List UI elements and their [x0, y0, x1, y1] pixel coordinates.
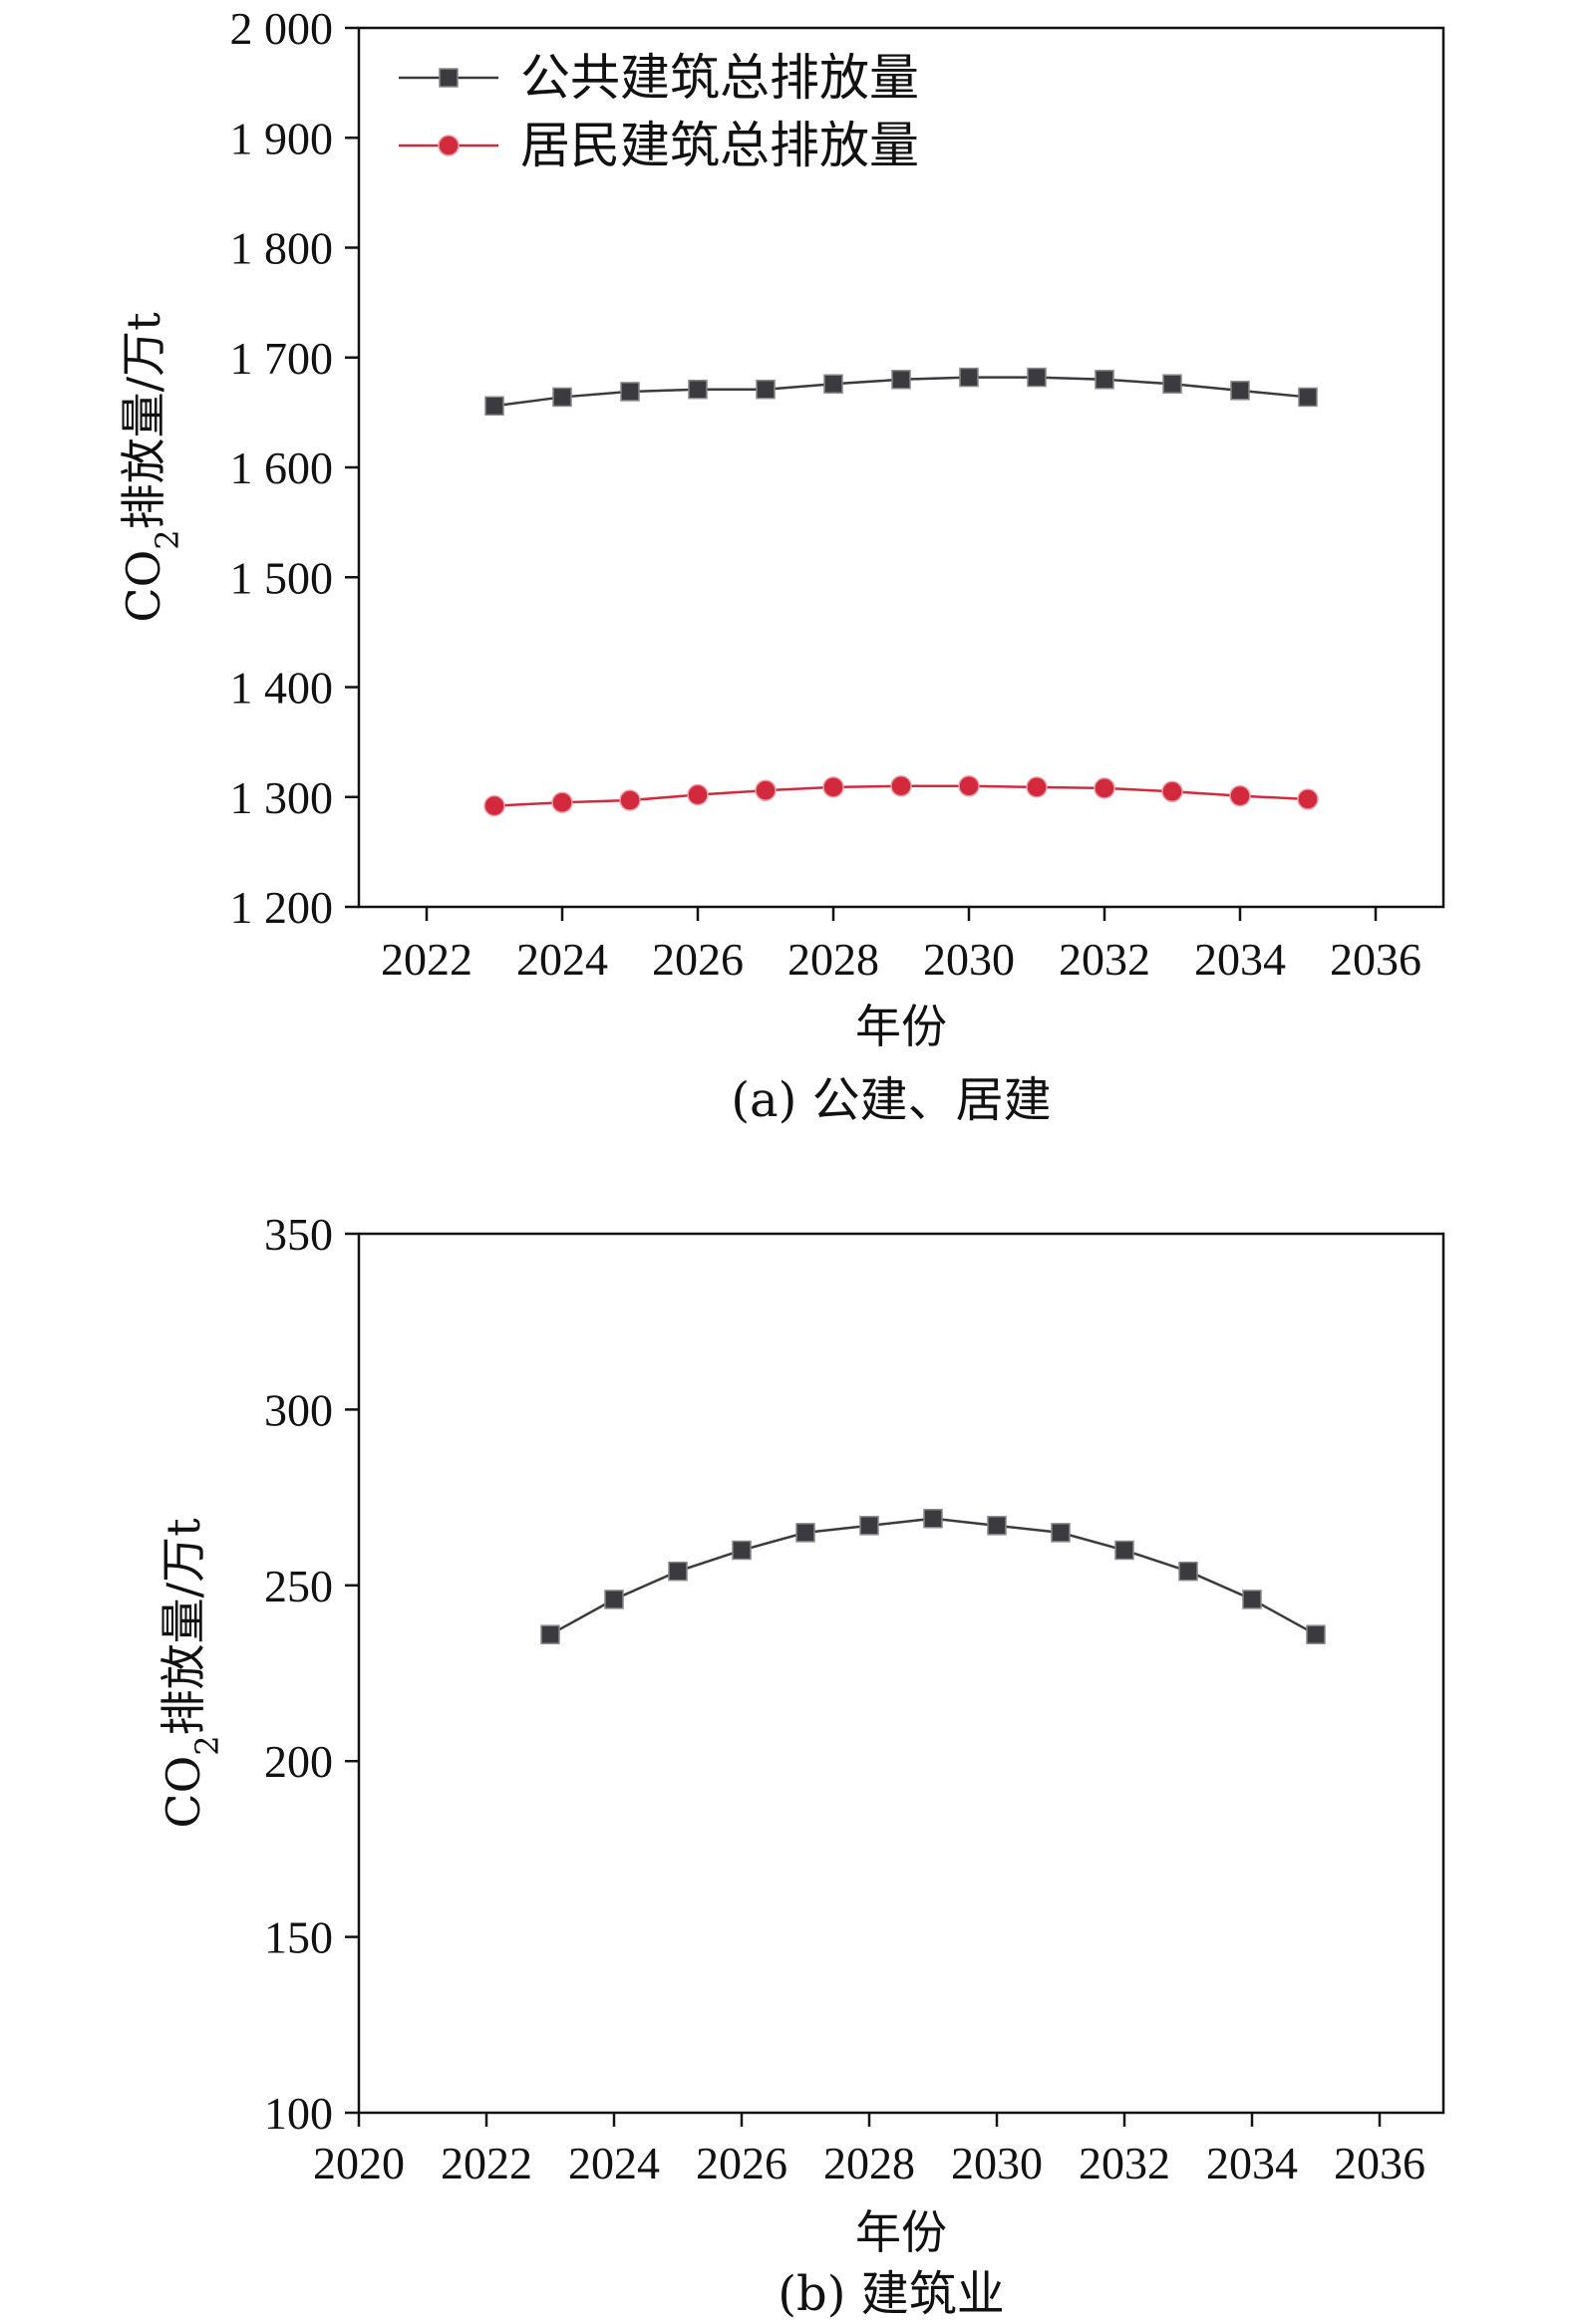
data-point	[1242, 1590, 1262, 1609]
data-point	[687, 783, 709, 806]
data-point	[756, 379, 776, 400]
data-point	[1161, 780, 1183, 802]
data-point	[823, 374, 843, 394]
data-point	[795, 1523, 815, 1543]
chart-b: 100 150 200 250 300 350 2020 2022 2024 2026 2028 20…	[157, 1209, 1445, 2322]
data-point	[484, 396, 504, 417]
legend-marker	[438, 135, 460, 156]
x-tick-label: 2034	[1194, 934, 1286, 985]
x-tick-label: 2024	[568, 2138, 660, 2188]
series-1	[540, 1509, 1326, 1644]
x-tick-label: 2022	[441, 2138, 532, 2188]
data-point	[890, 774, 912, 797]
data-point	[1306, 1624, 1326, 1644]
x-tick-label: 2020	[313, 2138, 405, 2188]
data-point	[1162, 374, 1182, 394]
y-tick-label: 1 500	[230, 552, 334, 603]
legend-item: 居民建筑总排放量	[399, 117, 919, 174]
x-tick-label: 2028	[823, 2138, 915, 2188]
data-point	[732, 1540, 752, 1561]
chart-a: 1 200 1 300 1 400 1 500 1 600 1 700 1 800 1 900…	[117, 3, 1445, 1128]
y-tick-label: 200	[264, 1736, 333, 1787]
data-point	[755, 779, 777, 801]
x-tick-label: 2026	[652, 934, 744, 985]
x-tick-label: 2032	[1059, 934, 1150, 985]
y-axis-label: CO2排放量/万t	[117, 312, 186, 623]
y-tick-label: 1 600	[230, 442, 334, 493]
data-point	[923, 1509, 943, 1529]
data-point	[619, 789, 641, 811]
legend-item: 公共建筑总排放量	[399, 49, 919, 107]
data-point	[891, 370, 911, 390]
data-point	[1178, 1561, 1198, 1582]
x-tick-label: 2024	[516, 934, 608, 985]
y-tick-label: 1 900	[230, 113, 334, 163]
x-tick-label: 2036	[1330, 934, 1421, 985]
y-tick-label: 1 700	[230, 333, 334, 384]
y-tick-label: 1 200	[230, 882, 334, 933]
plot-frame	[357, 1232, 1445, 2115]
series-1	[484, 367, 1318, 417]
x-axis-label: 年份	[855, 1000, 947, 1053]
x-tick-label: 2022	[381, 934, 472, 985]
legend-marker	[439, 68, 459, 88]
data-point	[1298, 387, 1318, 408]
data-point	[1229, 784, 1251, 807]
data-point	[483, 794, 505, 817]
y-tick-label: 150	[264, 1912, 333, 1963]
x-axis-label: 年份	[855, 2205, 947, 2259]
y-tick-label: 2 000	[230, 3, 334, 54]
chart-caption: (a) 公建、居建	[731, 1072, 1051, 1128]
data-point	[1026, 776, 1048, 798]
y-tick-label: 1 300	[230, 772, 334, 823]
data-point	[688, 379, 708, 400]
y-axis-label: CO2排放量/万t	[157, 1518, 226, 1829]
y-tick-label: 300	[264, 1384, 333, 1435]
legend-label: 公共建筑总排放量	[520, 49, 919, 107]
x-tick-label: 2028	[787, 934, 879, 985]
data-point	[552, 387, 572, 408]
x-tick-label: 2030	[923, 934, 1015, 985]
x-tick-label: 2034	[1206, 2138, 1298, 2188]
y-tick-label: 1 800	[230, 223, 334, 274]
series-2	[483, 774, 1319, 817]
data-point	[668, 1561, 688, 1582]
data-point	[551, 791, 573, 814]
data-point	[958, 774, 980, 797]
data-point	[1095, 370, 1114, 390]
y-tick-label: 1 400	[230, 663, 334, 714]
x-tick-label: 2036	[1334, 2138, 1425, 2188]
data-point	[1297, 788, 1319, 810]
x-tick-label: 2030	[951, 2138, 1043, 2188]
data-point	[1114, 1540, 1134, 1561]
series-line	[549, 1517, 1317, 1636]
chart-caption: (b) 建筑业	[778, 2266, 1004, 2322]
data-point	[1094, 777, 1115, 799]
data-point	[1051, 1523, 1071, 1543]
data-point	[822, 776, 844, 798]
data-point	[987, 1516, 1007, 1536]
y-tick-label: 250	[264, 1561, 333, 1611]
data-point	[1027, 367, 1047, 388]
x-tick-label: 2026	[696, 2138, 787, 2188]
data-point	[859, 1516, 879, 1536]
data-point	[1230, 381, 1250, 401]
data-point	[604, 1590, 624, 1609]
y-tick-label: 350	[264, 1209, 333, 1260]
x-tick-label: 2032	[1079, 2138, 1170, 2188]
data-point	[620, 382, 640, 402]
data-point	[959, 367, 979, 388]
data-point	[540, 1624, 560, 1644]
legend-label: 居民建筑总排放量	[520, 117, 919, 174]
y-tick-label: 100	[264, 2088, 333, 2139]
